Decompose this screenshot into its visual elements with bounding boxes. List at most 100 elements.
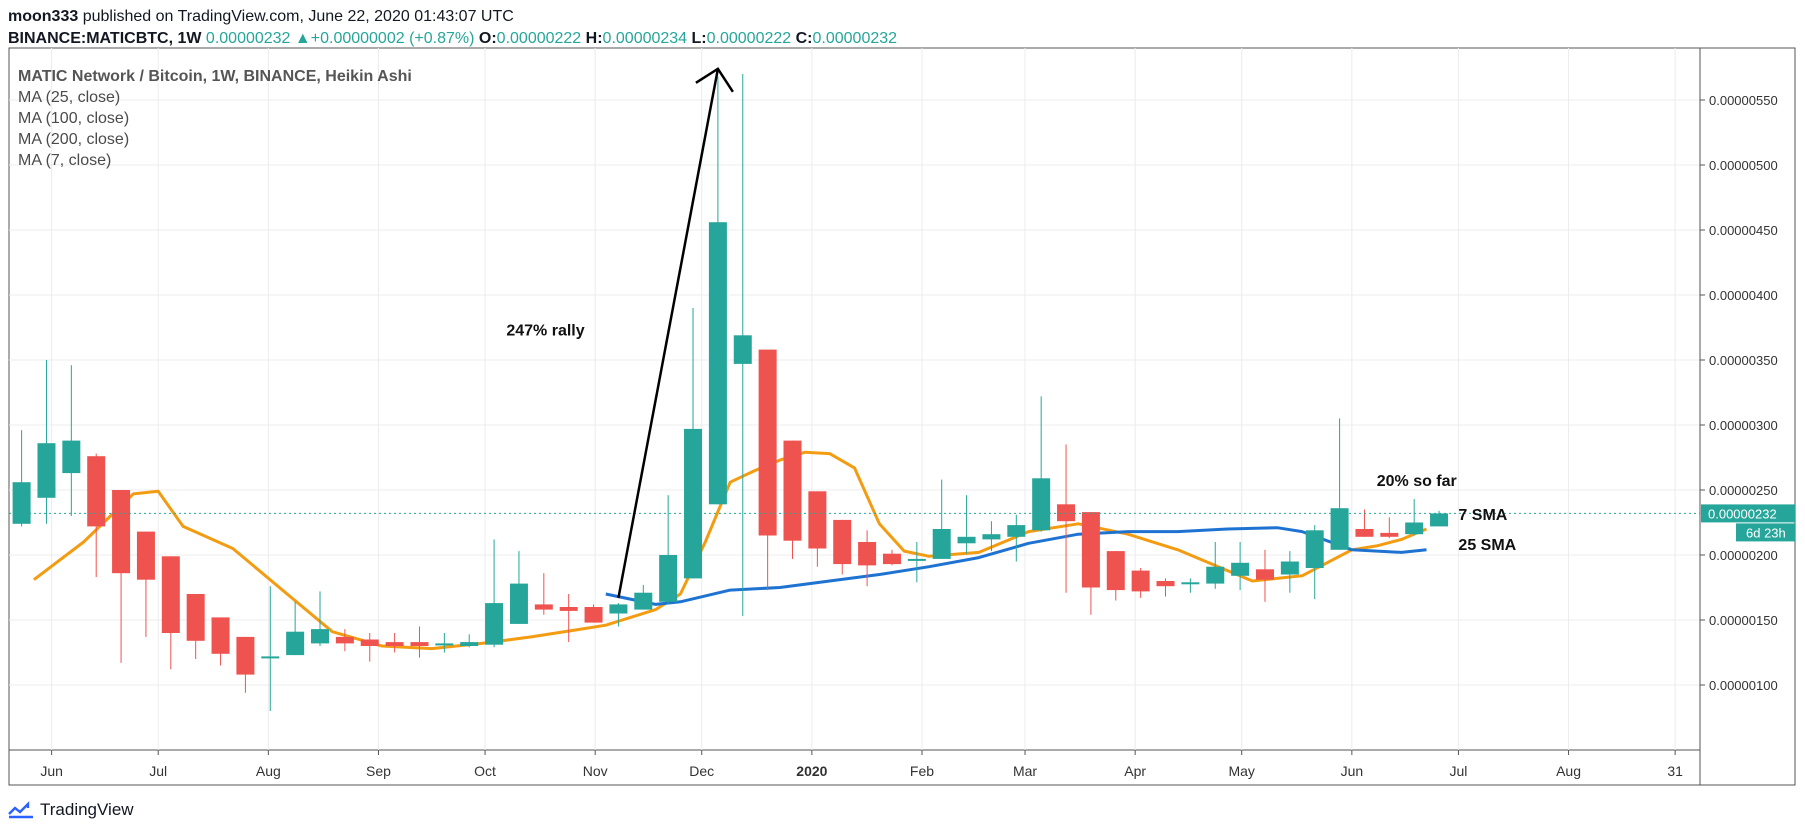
x-tick-label: Dec — [689, 763, 714, 779]
y-tick-label: 0.00000500 — [1709, 158, 1778, 173]
candle-down — [410, 642, 429, 646]
last-price: 0.00000232 — [205, 30, 291, 47]
publish-info: published on TradingView.com, June 22, 2… — [82, 8, 514, 25]
candle-down — [87, 456, 106, 527]
high-value: 0.00000234 — [602, 30, 688, 47]
high-label: H: — [585, 30, 603, 47]
x-tick-label: Jun — [1341, 763, 1364, 779]
x-tick-label: Jun — [40, 763, 63, 779]
x-tick-label: 2020 — [796, 763, 827, 779]
candle-up — [435, 643, 454, 646]
legend-ma-25[interactable]: MA (25, close) — [18, 89, 121, 106]
legend-ma-7[interactable]: MA (7, close) — [18, 152, 112, 169]
candle-up — [62, 440, 81, 474]
candle-up — [1405, 522, 1424, 535]
candle-down — [1131, 570, 1150, 592]
annotation-text: 247% rally — [506, 322, 584, 339]
legend-ma-200[interactable]: MA (200, close) — [18, 131, 130, 148]
annotation-text: 20% so far — [1377, 473, 1457, 490]
candle-down — [1380, 532, 1399, 537]
candle-up — [907, 558, 926, 561]
candle-down — [360, 639, 379, 646]
price-change: +0.00000002 (+0.87%) — [310, 30, 475, 47]
candle-up — [708, 222, 727, 505]
candle-up — [261, 656, 280, 659]
y-tick-label: 0.00000200 — [1709, 548, 1778, 563]
legend-ma-100[interactable]: MA (100, close) — [18, 110, 130, 127]
sma-7-line — [32, 450, 1428, 651]
candle-up — [37, 443, 56, 498]
countdown-label: 6d 23h — [1746, 525, 1786, 540]
candle-up — [1231, 562, 1250, 576]
annotation-text: 25 SMA — [1458, 537, 1516, 554]
candle-up — [1032, 478, 1051, 531]
candle-down — [236, 636, 255, 675]
up-arrow-icon: ▲ — [294, 30, 311, 47]
countdown-tag — [1736, 523, 1795, 542]
close-label: C: — [795, 30, 813, 47]
y-tick-label: 0.00000250 — [1709, 483, 1778, 498]
candle-down — [1156, 581, 1175, 587]
footer-brand[interactable]: TradingView — [8, 800, 134, 820]
candle-down — [136, 531, 155, 580]
candle-down — [833, 519, 852, 565]
candle-up — [460, 642, 479, 646]
low-value: 0.00000222 — [706, 30, 792, 47]
y-tick-label: 0.00000450 — [1709, 223, 1778, 238]
candle-down — [1057, 504, 1076, 522]
last-price-tag — [1701, 504, 1795, 523]
x-tick-label: Apr — [1124, 763, 1146, 779]
candle-down — [335, 636, 354, 644]
x-tick-label: May — [1228, 763, 1254, 779]
x-tick-label: Oct — [474, 763, 496, 779]
candle-up — [509, 583, 528, 624]
annotation-text: 7 SMA — [1458, 507, 1507, 524]
y-tick-label: 0.00000300 — [1709, 418, 1778, 433]
candle-up — [982, 534, 1001, 540]
y-tick-label: 0.00000400 — [1709, 288, 1778, 303]
x-tick-label: Aug — [256, 763, 281, 779]
open-value: 0.00000222 — [496, 30, 582, 47]
x-tick-label: Mar — [1013, 763, 1037, 779]
candle-down — [858, 542, 877, 566]
y-tick-label: 0.00000100 — [1709, 678, 1778, 693]
candle-down — [559, 607, 578, 611]
candle-up — [1206, 566, 1225, 584]
chart-frame — [8, 47, 1796, 786]
x-tick-label: Jul — [149, 763, 167, 779]
symbol-label: BINANCE:MATICBTC, 1W — [8, 30, 202, 47]
author-name[interactable]: moon333 — [8, 8, 79, 25]
chart-header: moon333 published on TradingView.com, Ju… — [8, 6, 897, 50]
series-title[interactable]: MATIC Network / Bitcoin, 1W, BINANCE, He… — [18, 68, 412, 85]
low-label: L: — [691, 30, 707, 47]
sma-25-line — [605, 526, 1427, 606]
candle-up — [932, 529, 951, 559]
candle-up — [684, 428, 703, 579]
candle-up — [12, 482, 31, 524]
candle-up — [1007, 525, 1026, 537]
candle-up — [957, 536, 976, 544]
candle-down — [1255, 569, 1274, 580]
rally-arrowhead-icon — [695, 67, 734, 93]
candle-up — [1305, 530, 1324, 568]
open-label: O: — [478, 30, 497, 47]
x-tick-label: Sep — [366, 763, 391, 779]
x-tick-label: 31 — [1667, 763, 1683, 779]
candle-down — [882, 553, 901, 565]
candle-up — [634, 592, 653, 610]
candle-up — [1330, 508, 1349, 550]
x-tick-label: Aug — [1556, 763, 1581, 779]
y-tick-label: 0.00000350 — [1709, 353, 1778, 368]
candle-down — [186, 594, 205, 641]
candle-up — [286, 631, 305, 656]
y-tick-label: 0.00000550 — [1709, 93, 1778, 108]
candles-group — [12, 74, 1449, 711]
candle-down — [161, 556, 180, 633]
candle-down — [1355, 529, 1374, 537]
candle-up — [659, 555, 678, 602]
candle-down — [1106, 551, 1125, 591]
candle-down — [385, 642, 404, 646]
candle-down — [783, 440, 802, 541]
last-price-label: 0.00000232 — [1708, 506, 1777, 521]
